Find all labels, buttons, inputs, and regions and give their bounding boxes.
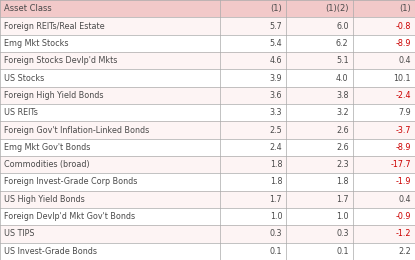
- Bar: [0, 69, 415, 87]
- Text: Asset Class: Asset Class: [4, 4, 52, 13]
- Text: 0.4: 0.4: [398, 56, 411, 65]
- Text: Foreign Gov't Inflation-Linked Bonds: Foreign Gov't Inflation-Linked Bonds: [4, 126, 149, 134]
- Text: -3.7: -3.7: [395, 126, 411, 134]
- Text: -8.9: -8.9: [395, 39, 411, 48]
- Text: Foreign Devlp'd Mkt Gov't Bonds: Foreign Devlp'd Mkt Gov't Bonds: [4, 212, 135, 221]
- Text: 3.6: 3.6: [270, 91, 282, 100]
- Text: 2.2: 2.2: [398, 247, 411, 256]
- Text: 1.0: 1.0: [270, 212, 282, 221]
- Text: 0.3: 0.3: [336, 230, 349, 238]
- Text: 3.2: 3.2: [336, 108, 349, 117]
- Text: US Stocks: US Stocks: [4, 74, 44, 82]
- Text: Foreign High Yield Bonds: Foreign High Yield Bonds: [4, 91, 104, 100]
- Text: 0.3: 0.3: [270, 230, 282, 238]
- Text: 7.9: 7.9: [398, 108, 411, 117]
- Text: -0.9: -0.9: [395, 212, 411, 221]
- Bar: [0, 17, 415, 35]
- Text: 1.8: 1.8: [336, 178, 349, 186]
- Text: -8.9: -8.9: [395, 143, 411, 152]
- Bar: [0, 104, 415, 121]
- Text: 2.6: 2.6: [336, 143, 349, 152]
- Text: (1): (1): [399, 4, 411, 13]
- Text: 10.1: 10.1: [393, 74, 411, 82]
- Text: 0.1: 0.1: [336, 247, 349, 256]
- Bar: [0, 225, 415, 243]
- Text: -1.2: -1.2: [395, 230, 411, 238]
- Bar: [0, 52, 415, 69]
- Bar: [0, 87, 415, 104]
- Text: US REITs: US REITs: [4, 108, 38, 117]
- Text: -2.4: -2.4: [395, 91, 411, 100]
- Text: 2.4: 2.4: [270, 143, 282, 152]
- Bar: [0, 243, 415, 260]
- Text: (1)(2): (1)(2): [325, 4, 349, 13]
- Text: 1.8: 1.8: [270, 178, 282, 186]
- Text: 4.0: 4.0: [336, 74, 349, 82]
- Text: 6.2: 6.2: [336, 39, 349, 48]
- Text: 3.9: 3.9: [270, 74, 282, 82]
- Text: 2.6: 2.6: [336, 126, 349, 134]
- Text: US Invest-Grade Bonds: US Invest-Grade Bonds: [4, 247, 97, 256]
- Text: 3.3: 3.3: [270, 108, 282, 117]
- Text: Emg Mkt Gov't Bonds: Emg Mkt Gov't Bonds: [4, 143, 90, 152]
- Text: 0.1: 0.1: [270, 247, 282, 256]
- Text: 2.5: 2.5: [269, 126, 282, 134]
- Bar: [0, 139, 415, 156]
- Text: Foreign Stocks Devlp'd Mkts: Foreign Stocks Devlp'd Mkts: [4, 56, 117, 65]
- Text: -17.7: -17.7: [390, 160, 411, 169]
- Text: Commodities (broad): Commodities (broad): [4, 160, 90, 169]
- Bar: [0, 173, 415, 191]
- Bar: [0, 156, 415, 173]
- Text: 6.0: 6.0: [336, 22, 349, 30]
- Text: 0.4: 0.4: [398, 195, 411, 204]
- Text: Foreign REITs/Real Estate: Foreign REITs/Real Estate: [4, 22, 105, 30]
- Text: 4.6: 4.6: [270, 56, 282, 65]
- Text: Foreign Invest-Grade Corp Bonds: Foreign Invest-Grade Corp Bonds: [4, 178, 137, 186]
- Text: 1.0: 1.0: [336, 212, 349, 221]
- Bar: [0, 121, 415, 139]
- Text: Emg Mkt Stocks: Emg Mkt Stocks: [4, 39, 68, 48]
- Text: 3.8: 3.8: [336, 91, 349, 100]
- Text: 5.7: 5.7: [269, 22, 282, 30]
- Text: 2.3: 2.3: [336, 160, 349, 169]
- Bar: [0, 208, 415, 225]
- Text: 5.4: 5.4: [270, 39, 282, 48]
- Bar: [0, 0, 415, 17]
- Text: 1.8: 1.8: [270, 160, 282, 169]
- Text: 1.7: 1.7: [336, 195, 349, 204]
- Bar: [0, 35, 415, 52]
- Text: 1.7: 1.7: [270, 195, 282, 204]
- Text: (1): (1): [271, 4, 282, 13]
- Text: 5.1: 5.1: [336, 56, 349, 65]
- Text: US High Yield Bonds: US High Yield Bonds: [4, 195, 85, 204]
- Text: -1.9: -1.9: [395, 178, 411, 186]
- Text: US TIPS: US TIPS: [4, 230, 34, 238]
- Text: -0.8: -0.8: [395, 22, 411, 30]
- Bar: [0, 191, 415, 208]
